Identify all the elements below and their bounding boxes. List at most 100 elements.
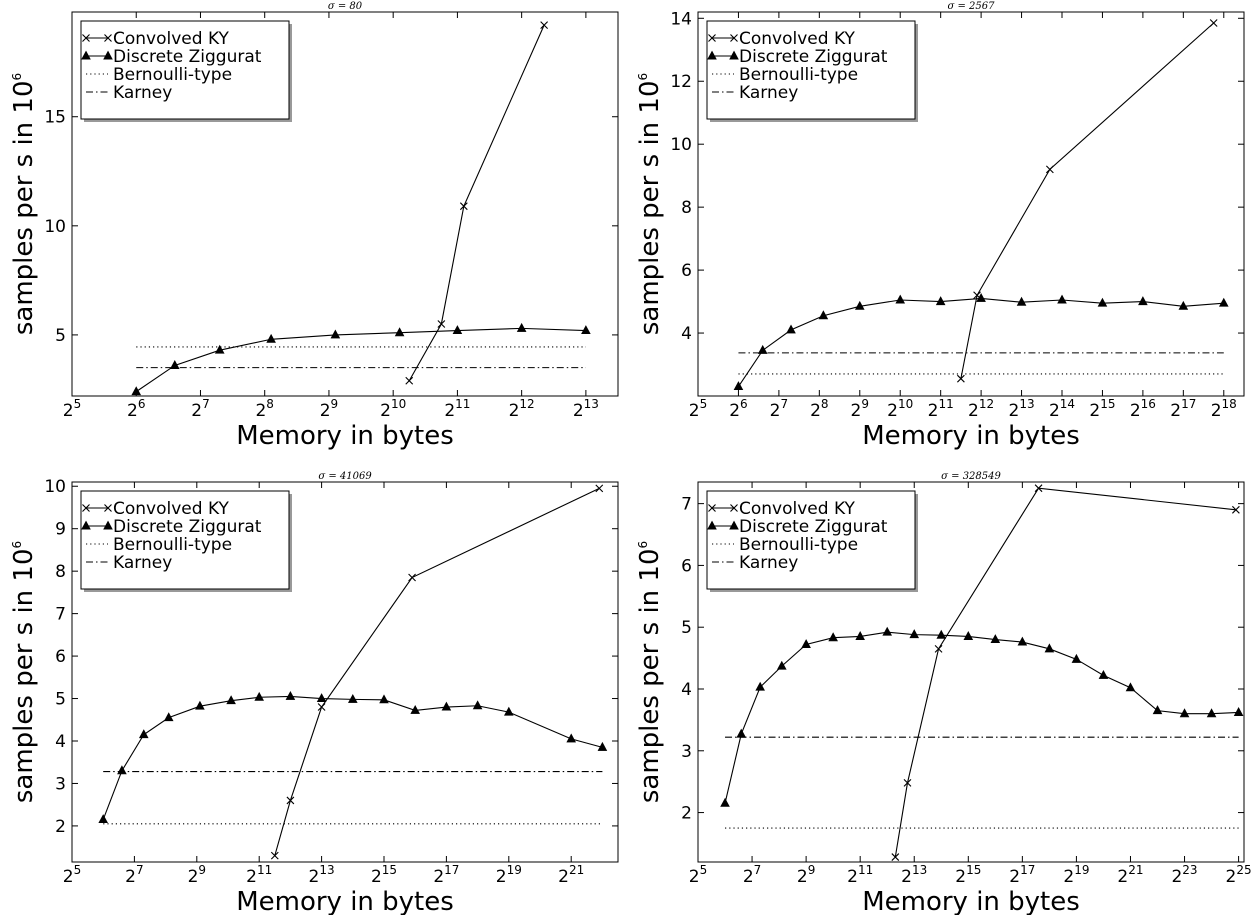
data-point — [1125, 682, 1136, 692]
y-axis-label: samples per s in 106 — [635, 73, 665, 335]
plot-frame — [71, 11, 619, 397]
legend-marker — [707, 520, 717, 530]
x-tick-label: 219 — [1063, 863, 1089, 887]
data-point — [1034, 484, 1043, 493]
chart-title: σ = 2567 — [947, 1, 995, 12]
y-tick-label: 6 — [681, 261, 692, 281]
data-point — [1206, 708, 1217, 718]
legend-entry-label: Karney — [739, 83, 798, 103]
data-point — [266, 333, 276, 343]
series-line — [102, 695, 603, 820]
y-tick-label: 8 — [55, 562, 66, 582]
data-point — [347, 693, 358, 703]
data-point — [1071, 653, 1082, 663]
data-point — [581, 325, 591, 335]
legend-entry-label: Bernoulli-type — [739, 535, 858, 555]
data-point — [909, 629, 920, 639]
x-tick-label: 212 — [509, 397, 535, 421]
legend-marker — [82, 34, 90, 42]
data-point — [214, 344, 225, 354]
x-tick-label: 219 — [496, 863, 522, 887]
legend-entry-label: Bernoulli-type — [739, 65, 858, 85]
data-point — [516, 322, 527, 332]
legend-box — [706, 490, 916, 590]
legend-marker — [104, 504, 112, 512]
y-tick-label: 12 — [670, 72, 692, 92]
data-point — [736, 728, 747, 738]
data-point — [903, 779, 912, 787]
y-tick-label: 6 — [681, 556, 692, 576]
data-point — [1017, 636, 1028, 646]
data-point — [936, 629, 947, 639]
x-tick-label: 211 — [928, 397, 954, 421]
legend-marker — [730, 504, 738, 512]
chart-panel-3: σ = 41069 25 27 29 211 213 215 217 219 221 2 3 4 5 6 7 8… — [9, 471, 619, 915]
data-point — [895, 294, 906, 304]
x-tick-label: 211 — [444, 397, 470, 421]
data-point — [957, 374, 965, 383]
x-tick-label: 211 — [246, 863, 272, 887]
legend-entry-label: Discrete Ziggurat — [113, 517, 262, 537]
legend-entry-label: Convolved KY — [113, 499, 229, 519]
x-tick-label: 223 — [1171, 863, 1197, 887]
x-axis-label: Memory in bytes — [236, 887, 454, 915]
y-tick-label: 7 — [681, 495, 692, 515]
y-tick-label: 4 — [681, 324, 692, 344]
x-tick-label: 27 — [743, 863, 761, 887]
legend-entry-label: Convolved KY — [739, 499, 855, 519]
data-point — [963, 631, 974, 640]
legend-box — [706, 20, 916, 120]
data-point — [1178, 300, 1189, 310]
data-point — [1179, 708, 1190, 718]
y-tick-label: 7 — [55, 605, 66, 625]
series-line — [408, 24, 545, 381]
x-tick-label: 215 — [371, 863, 397, 887]
series-line — [960, 22, 1215, 379]
series-discrete-ziggurat — [131, 322, 591, 396]
x-tick-label: 210 — [380, 397, 406, 421]
data-point — [270, 851, 279, 860]
legend-entry-label: Discrete Ziggurat — [739, 47, 888, 67]
data-point — [379, 694, 389, 704]
data-point — [163, 712, 174, 722]
series-convolved-ky — [957, 19, 1218, 383]
data-point — [1232, 505, 1240, 514]
x-tick-label: 29 — [851, 397, 869, 421]
legend-marker — [729, 50, 739, 60]
legend-entry-label: Bernoulli-type — [113, 535, 232, 555]
legend-marker — [104, 34, 112, 42]
data-point — [990, 634, 1001, 644]
series-line — [724, 631, 1239, 804]
x-tick-label: 221 — [1117, 863, 1143, 887]
data-point — [720, 797, 730, 807]
data-point — [566, 733, 577, 743]
y-tick-label: 4 — [681, 680, 692, 700]
x-tick-label: 29 — [188, 863, 206, 887]
legend-entry-label: Karney — [113, 553, 172, 573]
data-point — [595, 484, 604, 493]
data-point — [776, 660, 787, 670]
y-tick-label: 10 — [44, 477, 66, 497]
y-axis-label: samples per s in 106 — [635, 541, 665, 803]
data-point — [405, 376, 414, 385]
legend-marker — [730, 34, 738, 42]
data-point — [828, 632, 838, 642]
data-point — [1209, 19, 1218, 27]
x-tick-label: 29 — [797, 863, 815, 887]
y-tick-label: 3 — [681, 742, 692, 762]
series-convolved-ky — [270, 484, 604, 860]
legend-marker — [103, 520, 113, 530]
x-tick-label: 25 — [63, 397, 81, 421]
x-tick-label: 217 — [1009, 863, 1035, 887]
data-point — [976, 292, 986, 302]
x-tick-label: 213 — [901, 863, 927, 887]
data-point — [131, 386, 142, 396]
data-point — [934, 644, 943, 653]
data-point — [459, 202, 468, 211]
y-tick-label: 8 — [681, 198, 692, 218]
data-point — [437, 320, 446, 328]
data-point — [1097, 297, 1108, 307]
